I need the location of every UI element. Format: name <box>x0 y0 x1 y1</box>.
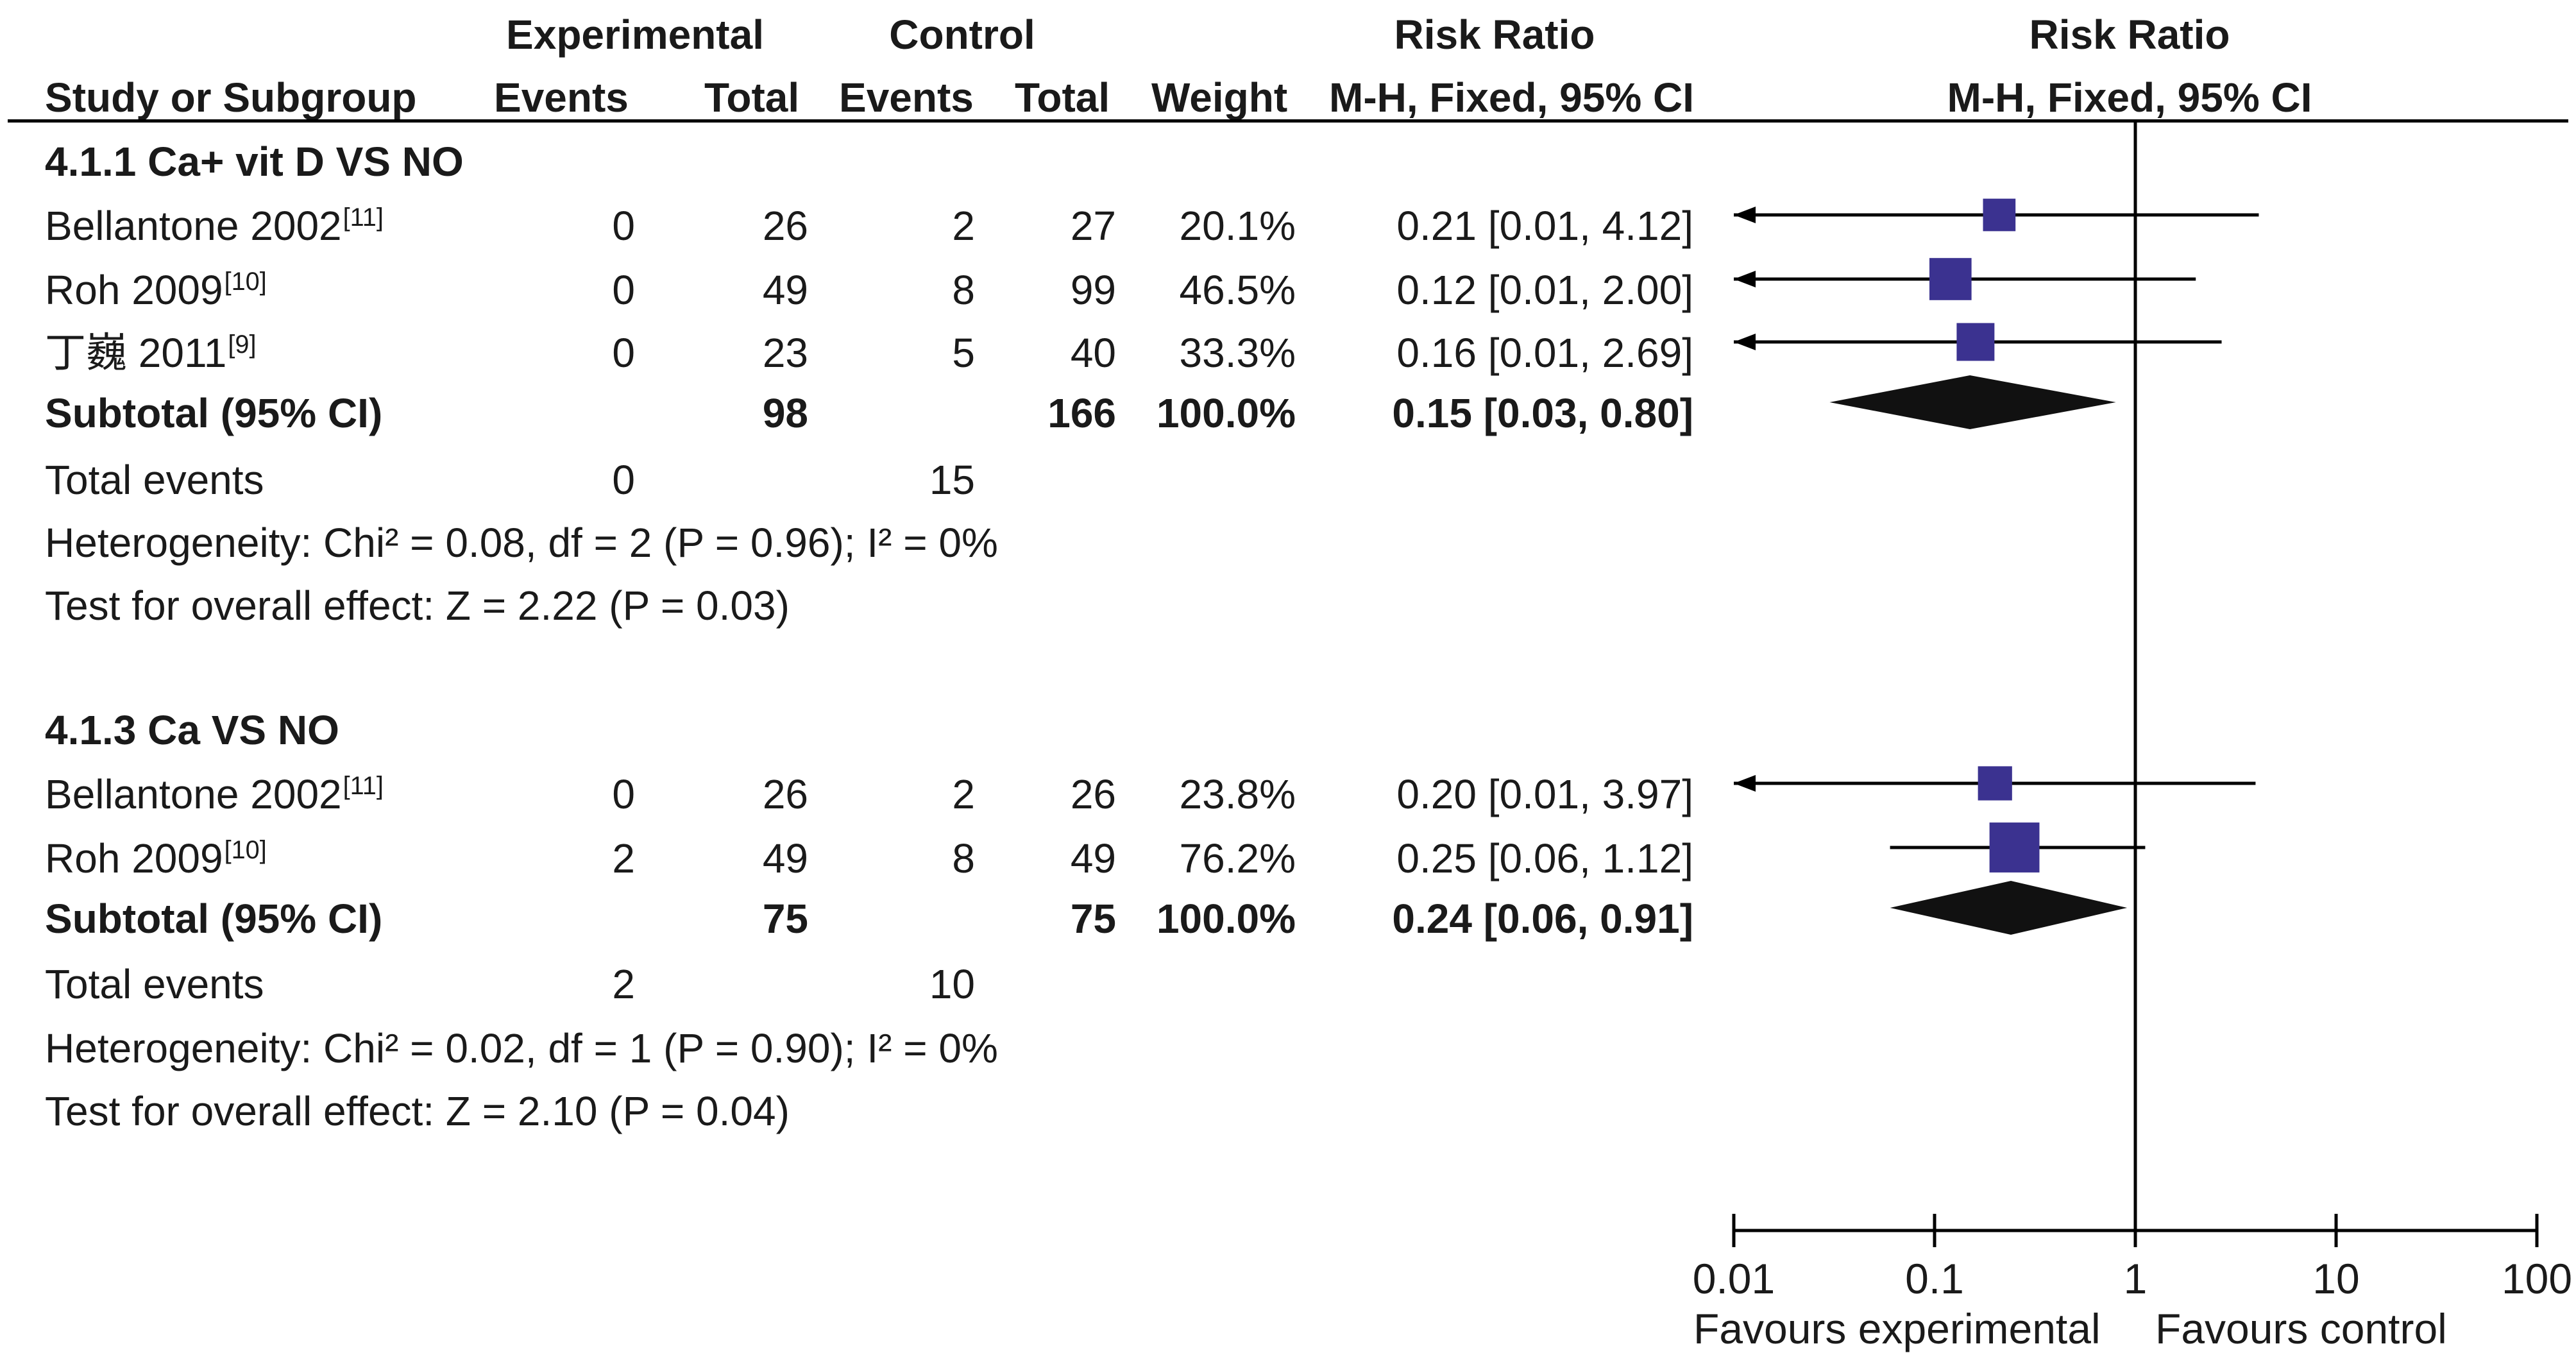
subtotal-exp-total: 75 <box>762 896 808 942</box>
study-marker <box>1956 323 1995 361</box>
subtotal-ci: 0.24 [0.06, 0.91] <box>1392 896 1693 942</box>
exp-total-cell: 23 <box>762 330 808 376</box>
study-reference: [10] <box>224 268 267 296</box>
exp-events-cell: 0 <box>612 203 635 249</box>
study-reference: [9] <box>228 330 257 359</box>
subtotal-ci: 0.15 [0.03, 0.80] <box>1392 390 1693 436</box>
x-axis-tick-label: 100 <box>2502 1255 2572 1302</box>
ctl-events-cell: 5 <box>952 330 975 376</box>
study-name: Bellantone 2002[11] <box>45 771 384 817</box>
ctl-total-cell: 27 <box>1070 203 1116 249</box>
ci-cell: 0.20 [0.01, 3.97] <box>1396 771 1693 817</box>
study-reference: [11] <box>343 772 384 801</box>
study-marker <box>1983 198 2016 232</box>
x-axis-tick-label: 10 <box>2312 1255 2359 1302</box>
ci-cell: 0.25 [0.06, 1.12] <box>1396 835 1693 881</box>
heterogeneity-text: Heterogeneity: Chi² = 0.02, df = 1 (P = … <box>45 1025 998 1071</box>
ctl-total-cell: 99 <box>1070 267 1116 313</box>
exp-events-cell: 0 <box>612 330 635 376</box>
ctl-events-cell: 2 <box>952 771 975 817</box>
experimental-header: Experimental <box>506 12 764 58</box>
ctl-events-cell: 8 <box>952 835 975 881</box>
x-axis-tick-label: 1 <box>2124 1255 2148 1302</box>
ctl-total-cell: 26 <box>1070 771 1116 817</box>
ci-cell: 0.12 [0.01, 2.00] <box>1396 267 1693 313</box>
study-reference: [10] <box>224 836 267 865</box>
method-header-left: M-H, Fixed, 95% CI <box>1329 74 1694 121</box>
study-name: Bellantone 2002[11] <box>45 203 384 249</box>
subgroup-title: 4.1.3 Ca VS NO <box>45 707 339 753</box>
study-name: Roh 2009[10] <box>45 267 267 313</box>
control-header: Control <box>889 12 1035 58</box>
weight-cell: 46.5% <box>1179 267 1296 313</box>
subtotal-diamond <box>1890 881 2128 935</box>
study-name: 丁巍 2011[9] <box>45 330 257 376</box>
exp-events-cell: 0 <box>612 771 635 817</box>
study-column-header: Study or Subgroup <box>45 74 417 121</box>
favours-control-label: Favours control <box>2155 1305 2447 1352</box>
exp-events-cell: 0 <box>612 267 635 313</box>
exp-total-cell: 26 <box>762 203 808 249</box>
subtotal-ctl-total: 75 <box>1070 896 1116 942</box>
study-marker <box>1989 822 2040 873</box>
ctl-events-cell: 2 <box>952 203 975 249</box>
exp-total-header: Total <box>704 74 800 121</box>
study-marker <box>1978 766 2012 801</box>
weight-header: Weight <box>1151 74 1288 121</box>
weight-cell: 33.3% <box>1179 330 1296 376</box>
total-events-ctl: 10 <box>929 961 975 1007</box>
subtotal-ctl-total: 166 <box>1047 390 1116 436</box>
risk-ratio-header-right: Risk Ratio <box>2029 12 2230 58</box>
ctl-total-cell: 40 <box>1070 330 1116 376</box>
study-reference: [11] <box>343 203 384 232</box>
subtotal-label: Subtotal (95% CI) <box>45 896 383 942</box>
ci-cell: 0.21 [0.01, 4.12] <box>1396 203 1693 249</box>
exp-total-cell: 26 <box>762 771 808 817</box>
subtotal-exp-total: 98 <box>762 390 808 436</box>
ctl-events-cell: 8 <box>952 267 975 313</box>
ci-arrow <box>1734 334 1756 350</box>
ctl-total-cell: 49 <box>1070 835 1116 881</box>
risk-ratio-header-left: Risk Ratio <box>1394 12 1595 58</box>
total-events-exp: 0 <box>612 457 635 503</box>
method-header-right: M-H, Fixed, 95% CI <box>1947 74 2312 121</box>
subtotal-weight: 100.0% <box>1156 896 1296 942</box>
favours-experimental-label: Favours experimental <box>1693 1305 2101 1352</box>
ci-arrow <box>1734 775 1756 792</box>
total-events-label: Total events <box>45 961 264 1007</box>
overall-effect-text: Test for overall effect: Z = 2.22 (P = 0… <box>45 583 790 629</box>
ci-arrow <box>1734 271 1756 287</box>
weight-cell: 20.1% <box>1179 203 1296 249</box>
ctl-events-header: Events <box>839 74 974 121</box>
ci-cell: 0.16 [0.01, 2.69] <box>1396 330 1693 376</box>
total-events-label: Total events <box>45 457 264 503</box>
weight-cell: 23.8% <box>1179 771 1296 817</box>
header-rule <box>8 119 2568 123</box>
subtotal-diamond <box>1829 375 2116 429</box>
exp-events-header: Events <box>494 74 629 121</box>
overall-effect-text: Test for overall effect: Z = 2.10 (P = 0… <box>45 1088 790 1134</box>
x-axis-tick-label: 0.01 <box>1693 1255 1775 1302</box>
subgroup-title: 4.1.1 Ca+ vit D VS NO <box>45 139 464 185</box>
ci-arrow <box>1734 207 1756 223</box>
x-axis-tick-label: 0.1 <box>1905 1255 1964 1302</box>
ctl-total-header: Total <box>1015 74 1110 121</box>
total-events-ctl: 15 <box>929 457 975 503</box>
subtotal-weight: 100.0% <box>1156 390 1296 436</box>
study-name: Roh 2009[10] <box>45 835 267 881</box>
subtotal-label: Subtotal (95% CI) <box>45 390 383 436</box>
study-marker <box>1929 258 1972 300</box>
total-events-exp: 2 <box>612 961 635 1007</box>
exp-events-cell: 2 <box>612 835 635 881</box>
exp-total-cell: 49 <box>762 835 808 881</box>
heterogeneity-text: Heterogeneity: Chi² = 0.08, df = 2 (P = … <box>45 520 998 566</box>
exp-total-cell: 49 <box>762 267 808 313</box>
weight-cell: 76.2% <box>1179 835 1296 881</box>
